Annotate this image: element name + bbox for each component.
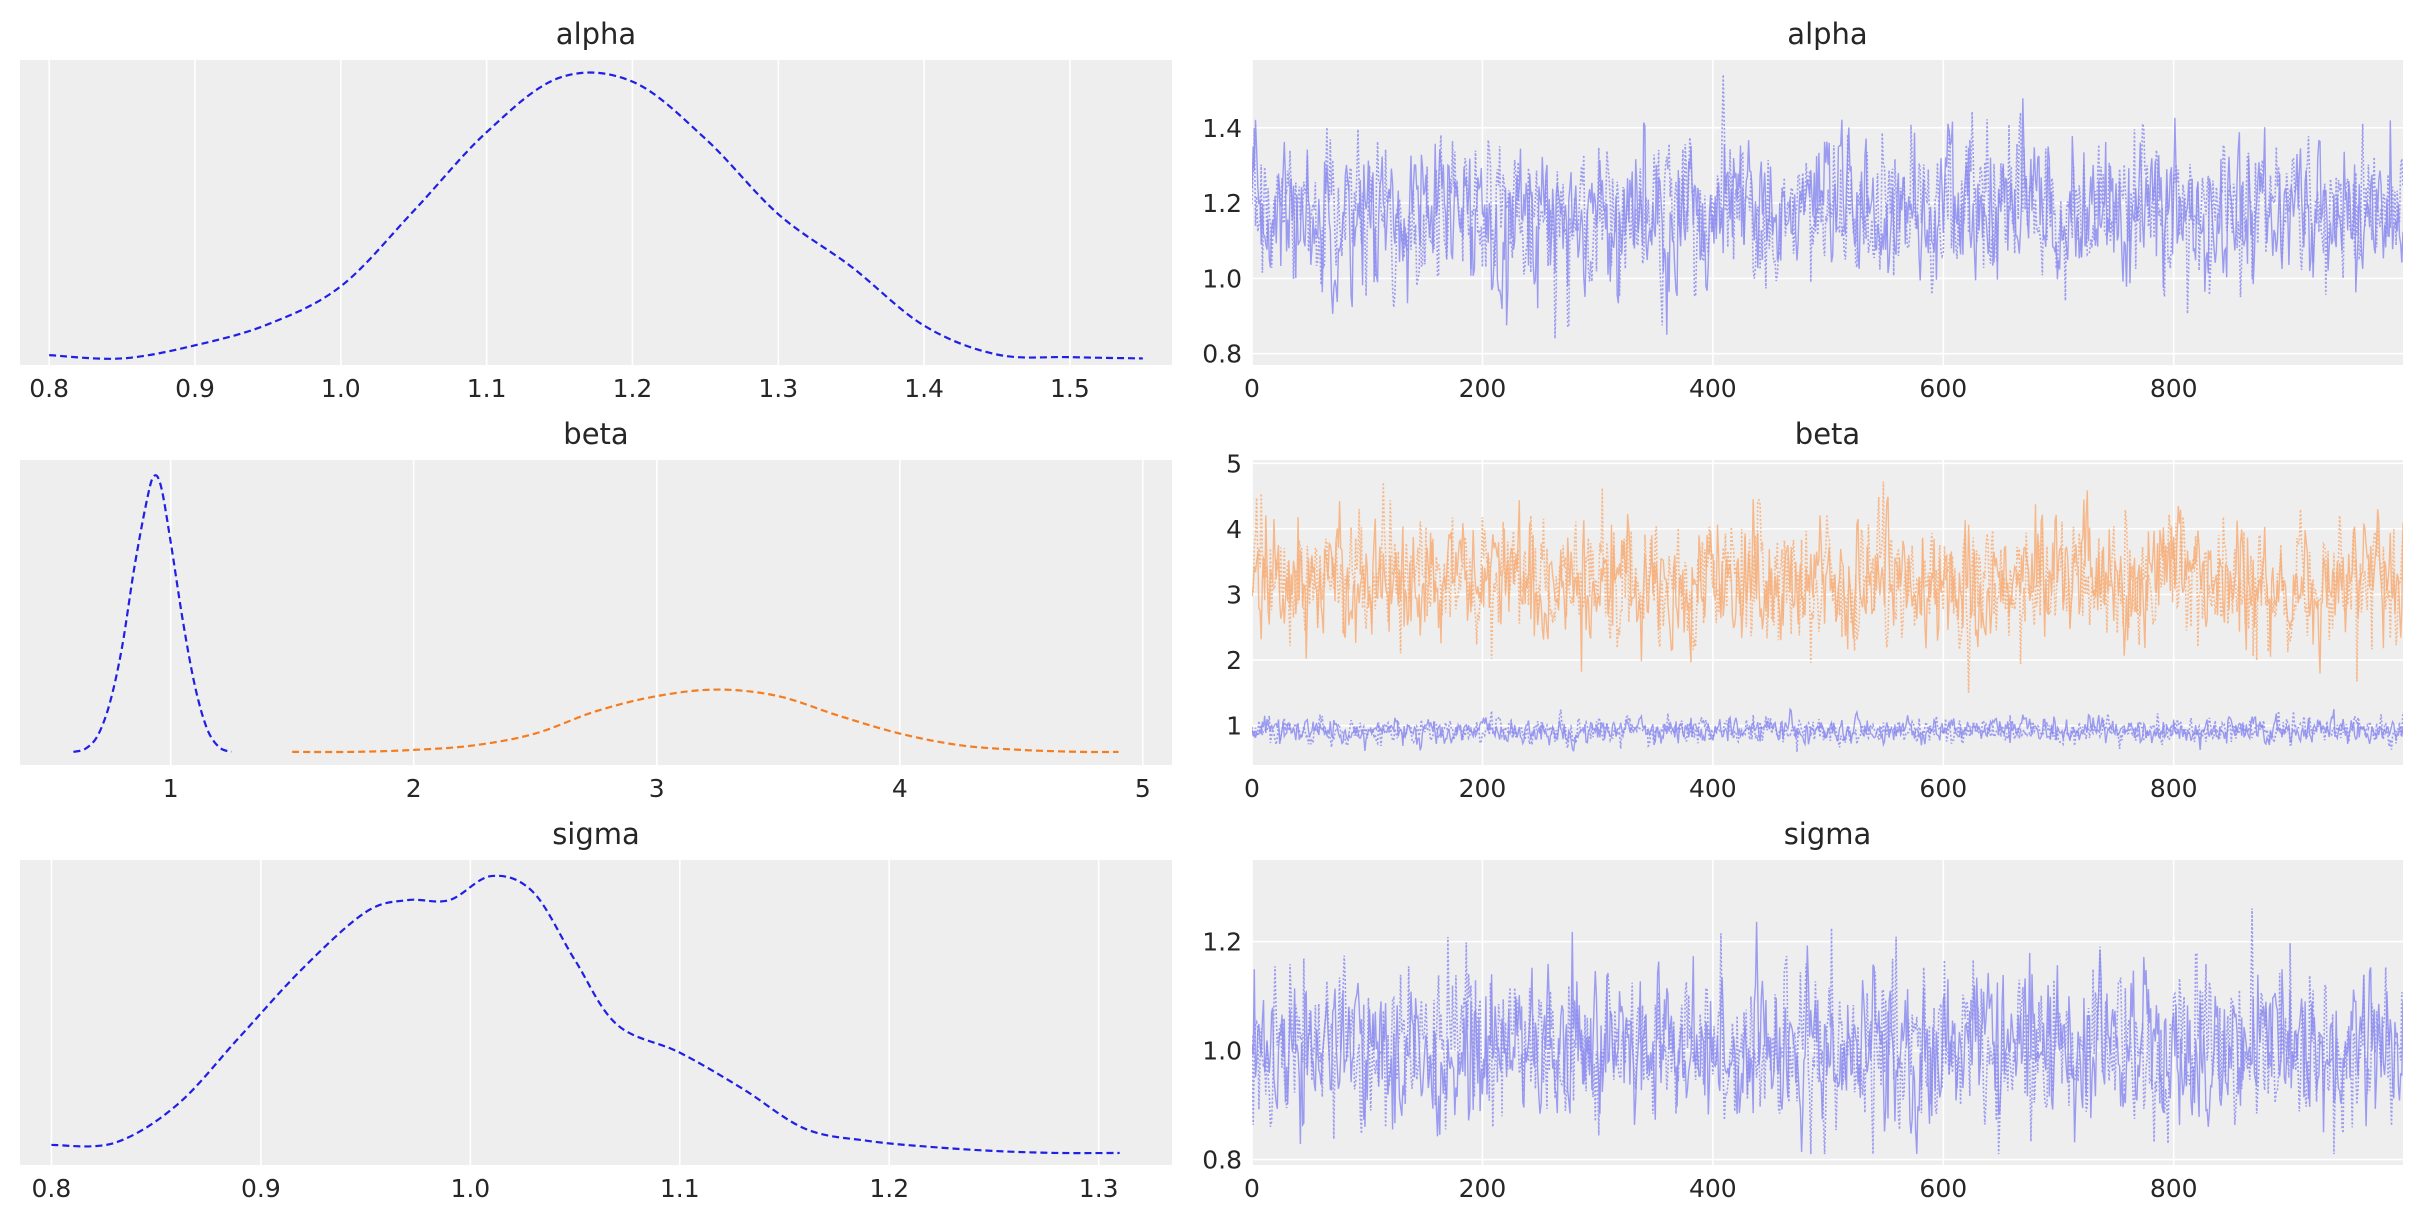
x-tick-label: 1.0 xyxy=(450,1174,490,1203)
x-tick-label: 1.2 xyxy=(869,1174,909,1203)
x-tick-label: 600 xyxy=(1919,774,1967,803)
y-tick-label: 4 xyxy=(1226,515,1242,544)
panel-title: alpha xyxy=(556,17,636,51)
x-tick-label: 200 xyxy=(1459,1174,1507,1203)
x-tick-label: 1.2 xyxy=(613,374,653,403)
panel-title: sigma xyxy=(552,817,640,851)
x-tick-label: 400 xyxy=(1689,774,1737,803)
x-tick-label: 400 xyxy=(1689,374,1737,403)
x-tick-label: 4 xyxy=(892,774,908,803)
panel-title: sigma xyxy=(1784,817,1872,851)
panel-title: alpha xyxy=(1787,17,1867,51)
x-tick-label: 1.0 xyxy=(321,374,361,403)
x-tick-label: 0.8 xyxy=(29,374,69,403)
x-tick-label: 600 xyxy=(1919,1174,1967,1203)
trace-line-blue-solid xyxy=(1252,98,2403,335)
data-layer-beta-kde xyxy=(73,474,1119,754)
y-tick-label: 0.8 xyxy=(1202,1146,1242,1175)
kde-line-blue xyxy=(73,474,232,753)
x-tick-label: 1.4 xyxy=(904,374,944,403)
x-tick-label: 0.8 xyxy=(32,1174,72,1203)
x-tick-label: 1.5 xyxy=(1050,374,1090,403)
panel-title: beta xyxy=(1795,417,1860,451)
panel-sigma-kde: sigma 0.8 0.9 1.0 1.1 1.2 1.3 xyxy=(20,817,1172,1203)
plot-area-beta-kde xyxy=(20,460,1172,765)
x-tick-label: 0 xyxy=(1244,1174,1260,1203)
x-tick-label: 0 xyxy=(1244,774,1260,803)
x-tick-label: 200 xyxy=(1459,774,1507,803)
data-layer-beta-trace xyxy=(1252,481,2403,752)
x-tick-label: 800 xyxy=(2150,374,2198,403)
plot-area-sigma-kde xyxy=(20,860,1172,1165)
y-tick-label: 1.2 xyxy=(1202,189,1242,218)
x-tick-label: 3 xyxy=(649,774,665,803)
kde-line-orange xyxy=(292,688,1119,754)
x-tick-label: 400 xyxy=(1689,1174,1737,1203)
x-tick-label: 1 xyxy=(163,774,179,803)
x-tick-label: 200 xyxy=(1459,374,1507,403)
x-tick-label: 1.1 xyxy=(660,1174,700,1203)
y-tick-label: 1.0 xyxy=(1202,1037,1242,1066)
x-tick-label: 0 xyxy=(1244,374,1260,403)
data-layer-alpha-trace xyxy=(1252,74,2403,339)
y-tick-label: 5 xyxy=(1226,449,1242,478)
x-tick-label: 800 xyxy=(2150,1174,2198,1203)
panel-beta-trace: beta 0 200 400 600 800 1 2 3 4 5 xyxy=(1226,417,2403,803)
x-tick-label: 2 xyxy=(406,774,422,803)
plot-area-alpha-kde xyxy=(20,60,1172,365)
y-tick-label: 1.2 xyxy=(1202,928,1242,957)
x-tick-label: 1.3 xyxy=(1079,1174,1119,1203)
x-tick-label: 1.3 xyxy=(758,374,798,403)
panel-beta-kde: beta 1 2 3 4 5 xyxy=(20,417,1172,803)
y-tick-label: 1.4 xyxy=(1202,114,1242,143)
y-tick-label: 1.0 xyxy=(1202,264,1242,293)
x-tick-label: 600 xyxy=(1919,374,1967,403)
trace-line-blue-solid xyxy=(1252,921,2403,1154)
x-tick-label: 0.9 xyxy=(241,1174,281,1203)
plot-area-sigma-trace xyxy=(1252,860,2403,1165)
data-layer-alpha-kde xyxy=(49,71,1143,360)
plot-area-beta-trace xyxy=(1252,460,2403,765)
x-tick-label: 0.9 xyxy=(175,374,215,403)
y-tick-label: 1 xyxy=(1226,712,1242,741)
y-tick-label: 3 xyxy=(1226,580,1242,609)
trace-line-blue-dotted xyxy=(1252,908,2403,1155)
data-layer-sigma-trace xyxy=(1252,908,2403,1155)
y-tick-label: 0.8 xyxy=(1202,340,1242,369)
panel-alpha-kde: alpha 0.8 0.9 1.0 1.1 1.2 1.3 1.4 1.5 xyxy=(20,17,1172,403)
trace-line-blue-dotted xyxy=(1252,709,2403,752)
panel-title: beta xyxy=(563,417,628,451)
kde-line-blue xyxy=(49,71,1143,360)
panel-sigma-trace: sigma 0 200 400 600 800 0.8 1.0 1.2 xyxy=(1202,817,2403,1203)
x-tick-label: 5 xyxy=(1135,774,1151,803)
y-tick-label: 2 xyxy=(1226,646,1242,675)
x-tick-label: 800 xyxy=(2150,774,2198,803)
x-tick-label: 1.1 xyxy=(467,374,507,403)
trace-line-orange-dotted xyxy=(1252,481,2403,693)
panel-alpha-trace: alpha 0 200 400 600 800 0.8 1.0 1.2 1.4 xyxy=(1202,17,2403,403)
